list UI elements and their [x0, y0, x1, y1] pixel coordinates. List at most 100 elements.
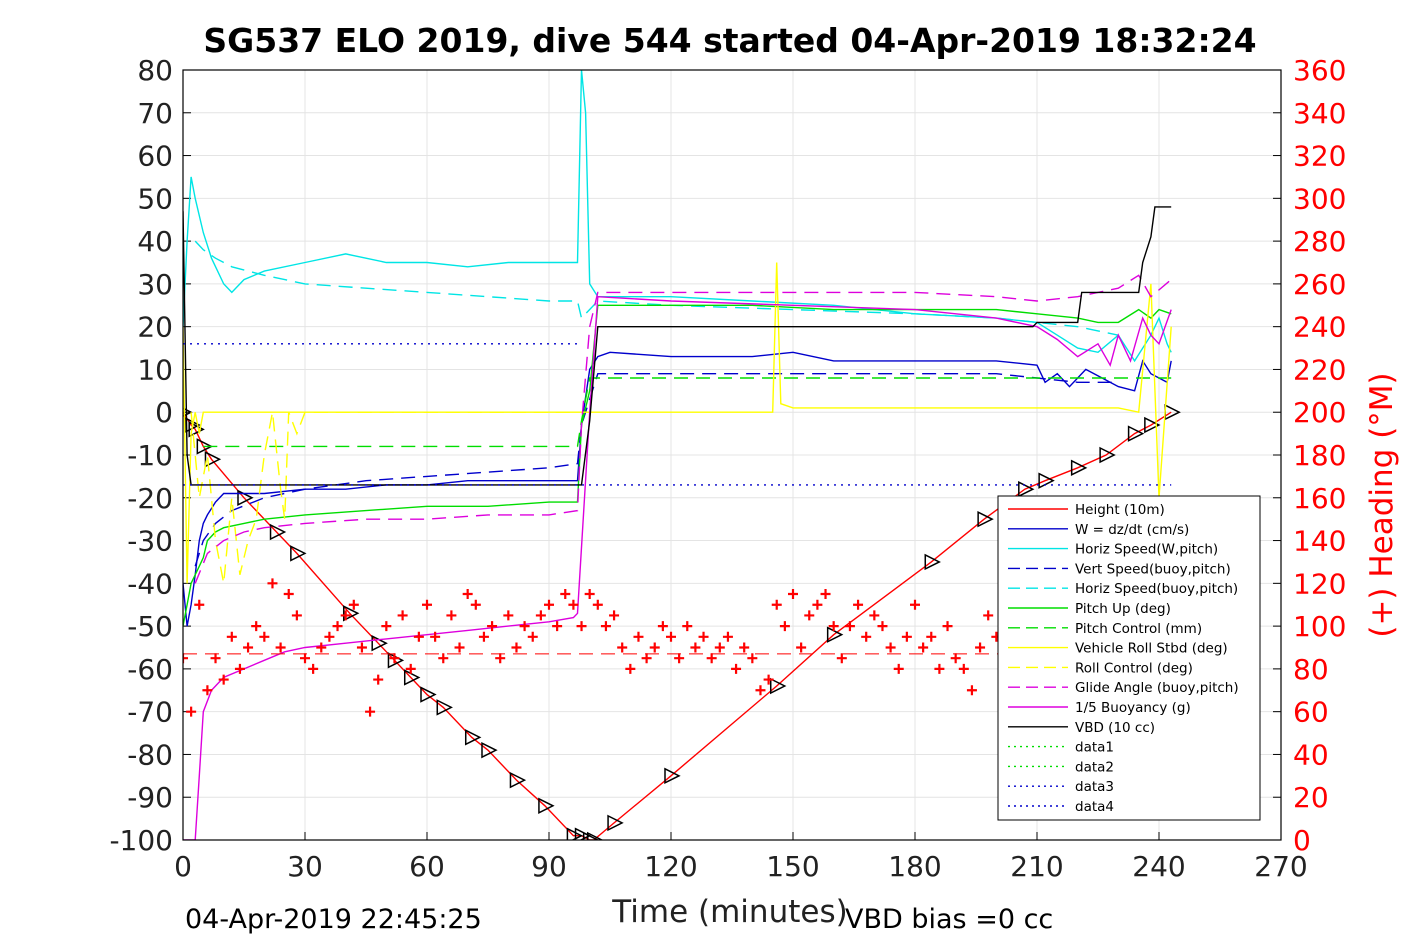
heading-point — [251, 621, 262, 632]
heading-point — [283, 589, 294, 600]
y2-tick-label: 180 — [1293, 439, 1346, 472]
heading-point — [438, 653, 449, 664]
heading-point — [413, 631, 424, 642]
heading-point — [446, 610, 457, 621]
heading-point — [731, 663, 742, 674]
y2-tick-label: 100 — [1293, 610, 1346, 643]
y2-tick-label: 360 — [1293, 54, 1346, 87]
heading-point — [666, 631, 676, 642]
heading-point — [495, 653, 506, 664]
y2-tick-label: 60 — [1293, 696, 1329, 729]
heading-point — [722, 631, 733, 642]
y2-tick-label: 40 — [1293, 738, 1329, 771]
x-tick-label: 0 — [174, 850, 192, 883]
legend-label: data4 — [1075, 799, 1114, 815]
x-tick-label: 150 — [766, 850, 819, 883]
heading-point — [975, 642, 986, 653]
height-marker — [664, 767, 681, 785]
legend-label: Horiz Speed(W,pitch) — [1075, 542, 1218, 558]
heading-point — [535, 610, 546, 621]
y2-tick-label: 300 — [1293, 182, 1346, 215]
legend-label: data1 — [1075, 740, 1114, 756]
y-tick-label: 30 — [137, 268, 173, 301]
y-tick-label: 60 — [137, 140, 173, 173]
heading-point — [259, 631, 270, 642]
heading-point — [861, 631, 872, 642]
x-tick-label: 180 — [888, 850, 941, 883]
height-marker — [924, 553, 941, 571]
heading-point — [910, 599, 920, 610]
heading-point — [308, 663, 319, 674]
y2-tick-label: 140 — [1293, 525, 1346, 558]
heading-point — [714, 642, 725, 653]
heading-point — [649, 642, 660, 653]
y2-tick-label: 20 — [1293, 781, 1329, 814]
heading-point — [828, 621, 839, 632]
y-tick-label: -40 — [127, 567, 173, 600]
heading-point — [771, 599, 782, 610]
right-axis-label: (+) Heading (°M) — [1364, 372, 1400, 637]
y2-tick-label: 340 — [1293, 97, 1346, 130]
series-line-10 — [183, 295, 1172, 840]
heading-point — [552, 621, 563, 632]
legend-label: Height (10m) — [1075, 502, 1165, 518]
series-line-11 — [183, 206, 1172, 486]
heading-point — [804, 610, 815, 621]
heading-point — [381, 621, 392, 632]
heading-point — [983, 610, 994, 621]
series-line-9 — [194, 274, 1172, 584]
height-marker — [436, 699, 453, 716]
heading-point — [901, 631, 912, 642]
height-marker — [566, 827, 584, 840]
y-tick-label: 70 — [137, 97, 173, 130]
height-marker — [538, 797, 555, 814]
heading-point — [560, 589, 571, 600]
heading-point — [966, 685, 977, 696]
height-marker — [290, 545, 307, 562]
heading-point — [893, 663, 904, 674]
heading-point — [934, 663, 945, 674]
x-axis-ticks: 0 30 60 90 120 150 180 210 240 270 — [174, 832, 1308, 883]
heading-point — [300, 653, 310, 664]
heading-point — [210, 653, 221, 664]
height-marker — [204, 451, 222, 468]
heading-point — [183, 653, 188, 664]
heading-point — [584, 589, 595, 600]
x-tick-label: 120 — [644, 850, 697, 883]
heading-point — [568, 599, 579, 610]
y2-tick-label: 120 — [1293, 567, 1346, 600]
legend-label: Vert Speed(buoy,pitch) — [1075, 561, 1231, 577]
heading-point — [519, 621, 530, 632]
heading-point — [226, 631, 237, 642]
y-tick-label: 50 — [137, 182, 173, 215]
heading-point — [617, 642, 628, 653]
heading-point — [958, 663, 969, 674]
plot-frame — [182, 69, 1282, 841]
x-axis-label: Time (minutes) — [611, 894, 847, 930]
footer-timestamp: 04-Apr-2019 22:45:25 — [185, 904, 482, 935]
series-line-8 — [190, 411, 578, 584]
height-marker — [196, 438, 214, 455]
height-marker — [420, 686, 437, 703]
heading-point — [885, 642, 896, 653]
height-marker — [607, 814, 624, 832]
height-marker — [582, 831, 600, 840]
heading-point — [844, 621, 855, 632]
height-marker — [1099, 446, 1116, 464]
heading-point — [202, 685, 213, 696]
y2-tick-label: 220 — [1293, 353, 1346, 386]
height-marker — [342, 605, 360, 622]
heading-point — [527, 631, 538, 642]
heading-point — [698, 631, 709, 642]
legend-label: Vehicle Roll Stbd (deg) — [1075, 641, 1228, 657]
legend-label: VBD (10 cc) — [1075, 720, 1155, 736]
heading-point — [657, 621, 668, 632]
height-marker — [1070, 459, 1088, 477]
heading-point — [243, 642, 254, 653]
legend-label: Pitch Control (mm) — [1075, 621, 1202, 637]
heading-point — [348, 599, 359, 610]
heading-point — [674, 653, 685, 664]
heading-point — [470, 599, 481, 610]
y2-tick-label: 200 — [1293, 396, 1346, 429]
heading-point — [218, 674, 229, 685]
